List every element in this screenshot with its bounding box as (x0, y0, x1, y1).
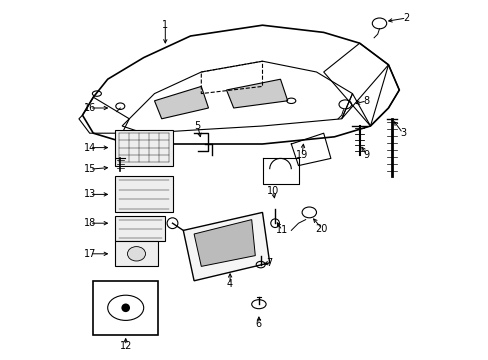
Text: 1: 1 (162, 20, 168, 30)
Text: 17: 17 (83, 249, 96, 259)
Text: 11: 11 (276, 225, 288, 235)
Text: 13: 13 (83, 189, 96, 199)
Text: 20: 20 (315, 224, 327, 234)
Text: 16: 16 (83, 103, 96, 113)
Polygon shape (226, 79, 287, 108)
Polygon shape (183, 212, 269, 281)
Text: 14: 14 (83, 143, 96, 153)
Text: 15: 15 (83, 164, 96, 174)
Text: 7: 7 (266, 258, 272, 268)
Text: 5: 5 (194, 121, 201, 131)
Text: 8: 8 (363, 96, 369, 106)
Text: 3: 3 (399, 128, 405, 138)
Polygon shape (115, 130, 172, 166)
Ellipse shape (127, 247, 145, 261)
Text: 19: 19 (295, 150, 307, 160)
Polygon shape (115, 216, 165, 241)
Text: 12: 12 (119, 341, 132, 351)
Polygon shape (154, 86, 208, 119)
Text: 9: 9 (363, 150, 369, 160)
Text: 10: 10 (266, 186, 279, 196)
Text: 4: 4 (226, 279, 233, 289)
Polygon shape (194, 220, 255, 266)
Polygon shape (115, 176, 172, 212)
Text: 2: 2 (403, 13, 409, 23)
Text: 18: 18 (83, 218, 96, 228)
Circle shape (121, 303, 130, 312)
Polygon shape (115, 241, 158, 266)
Bar (93, 281, 158, 335)
Text: 6: 6 (255, 319, 262, 329)
